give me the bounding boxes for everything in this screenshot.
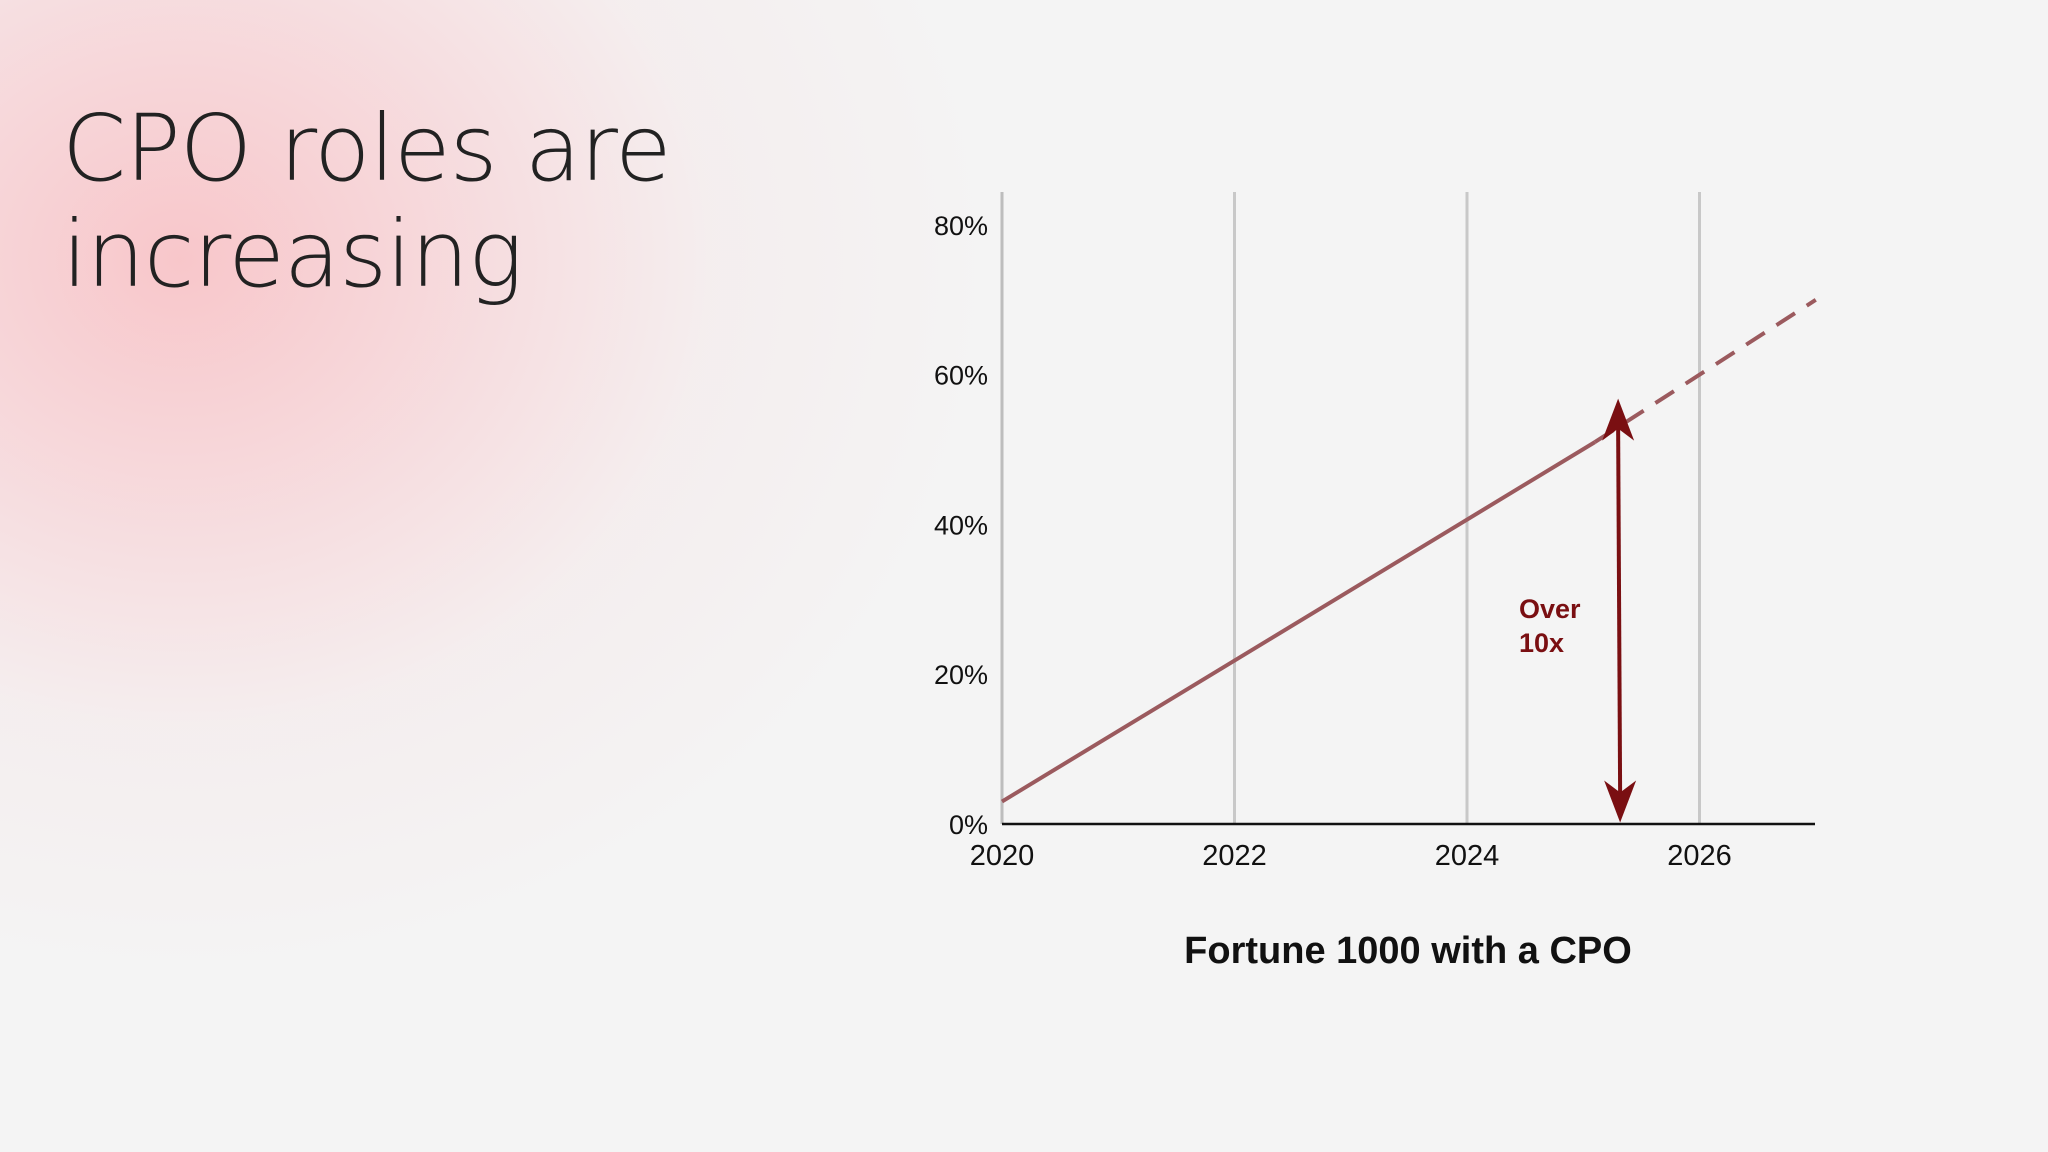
x-tick-label-2024: 2024 [1435,840,1500,872]
y-tick-label-40: 40% [934,510,988,540]
series-line-solid [1000,440,1596,804]
x-axis-label: Fortune 1000 with a CPO [1184,930,1632,972]
y-tick-label-80: 80% [934,211,988,241]
tick-labels: 0% 20% 40% 60% 80% 2020 2022 2024 2026 [934,211,1732,872]
x-tick-label-2022: 2022 [1202,840,1267,872]
annotation-arrow-shaft [1616,426,1623,795]
y-tick-label-0: 0% [949,810,988,840]
axes [1000,192,1815,826]
y-tick-label-60: 60% [934,361,988,391]
annotation-text-line-2: 10x [1519,628,1564,658]
annotation-text-line-1: Over [1519,594,1581,624]
annotation-arrowhead-up [1602,398,1635,441]
slide-title-line-2: increasing [62,201,523,308]
slide-title-line-1: CPO roles are [62,95,672,202]
annotation-arrowhead-down [1604,780,1637,823]
x-tick-label-2020: 2020 [970,840,1035,872]
annotation: Over 10x [1519,398,1637,823]
series-line-dashed [1593,298,1817,444]
x-tick-label-2026: 2026 [1667,840,1732,872]
y-tick-label-20: 20% [934,660,988,690]
slide-title: CPO roles are increasing [62,96,862,308]
series-lines [1000,298,1817,804]
grid-lines [1233,192,1701,824]
